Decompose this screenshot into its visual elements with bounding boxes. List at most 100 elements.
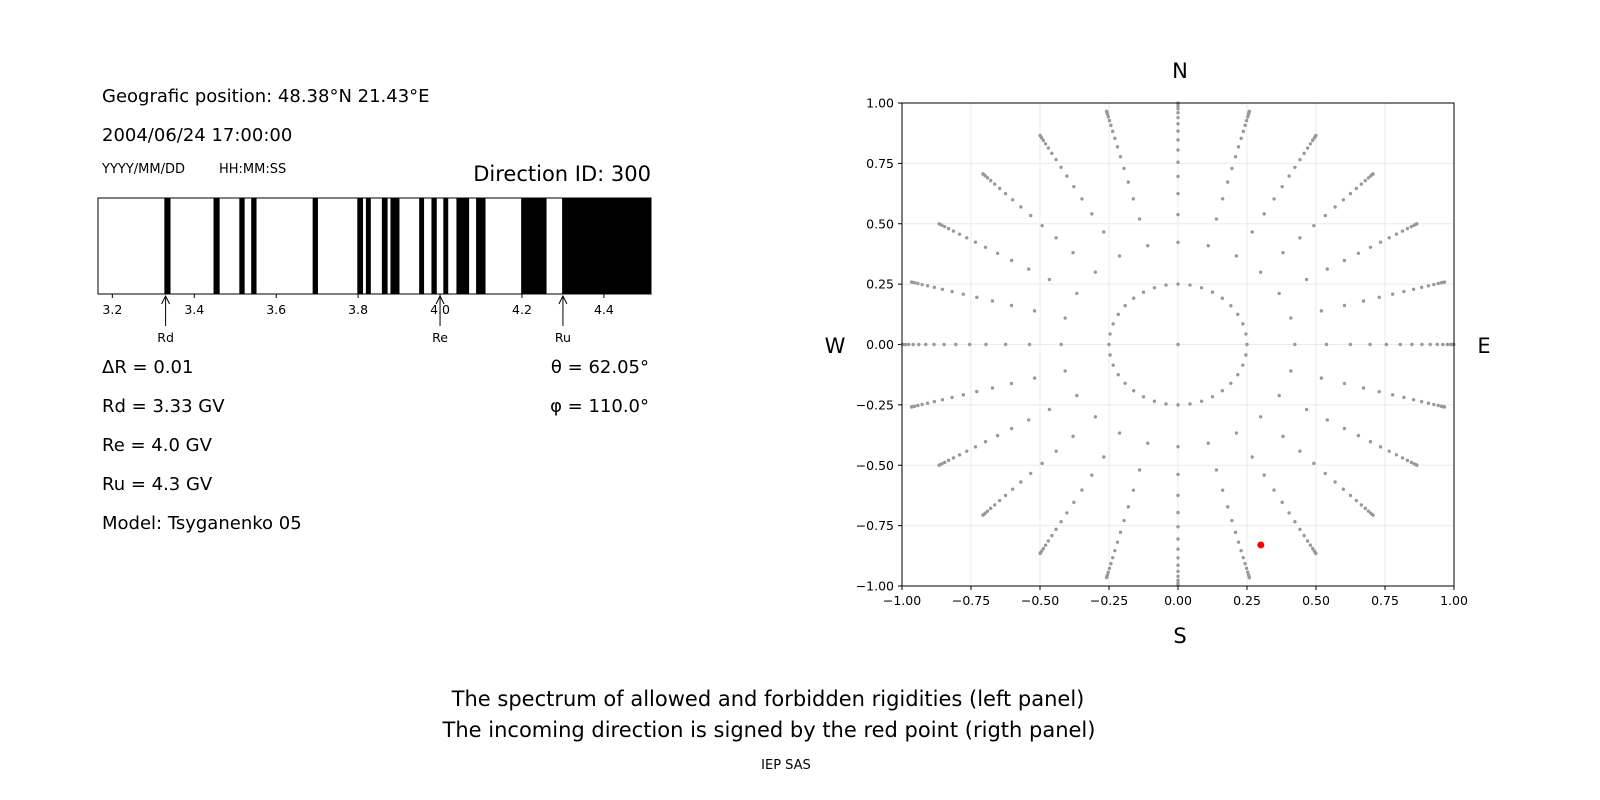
- direction-point: [975, 389, 979, 394]
- direction-point: [1324, 342, 1329, 347]
- direction-point: [1027, 418, 1031, 422]
- direction-point: [1354, 498, 1359, 503]
- direction-point: [1028, 471, 1033, 476]
- direction-point: [1176, 111, 1180, 115]
- forbidden-band: [251, 198, 257, 294]
- direction-point: [1063, 316, 1067, 320]
- direction-point: [1368, 440, 1373, 444]
- direction-point: [1308, 543, 1313, 547]
- direction-point: [1341, 198, 1346, 202]
- direction-point: [1280, 184, 1284, 189]
- direction-point: [1305, 146, 1310, 150]
- direction-point: [1312, 461, 1316, 466]
- direction-point: [1115, 540, 1120, 544]
- direction-point: [1236, 540, 1241, 544]
- x-tick-label: −0.75: [952, 593, 990, 608]
- x-tick-label: 0.75: [1371, 593, 1399, 608]
- direction-point: [965, 449, 969, 453]
- direction-point: [920, 402, 924, 407]
- direction-point: [1371, 513, 1375, 517]
- direction-point: [1176, 160, 1180, 164]
- direction-point: [1028, 213, 1033, 218]
- direction-point: [1342, 381, 1347, 386]
- direction-point: [1054, 449, 1058, 453]
- direction-point: [951, 229, 956, 233]
- direction-point: [1366, 176, 1371, 180]
- direction-point: [1244, 566, 1249, 571]
- direction-point: [1258, 270, 1263, 274]
- direction-point: [1319, 376, 1324, 380]
- phi-value: φ = 110.0°: [550, 396, 649, 417]
- direction-point: [937, 222, 941, 226]
- direction-point: [1405, 226, 1410, 231]
- direction-point: [1244, 332, 1248, 336]
- direction-point: [1310, 546, 1315, 551]
- direction-point: [1176, 556, 1180, 560]
- direction-point: [1054, 236, 1058, 240]
- direction-point: [1003, 493, 1008, 498]
- direction-point: [1319, 309, 1324, 313]
- direction-point: [1436, 281, 1440, 286]
- direction-point: [1236, 372, 1240, 377]
- direction-point: [1065, 511, 1069, 515]
- re-value: Re = 4.0 GV: [102, 435, 213, 456]
- direction-point: [1233, 530, 1238, 535]
- direction-point: [1432, 402, 1436, 407]
- direction-point: [1176, 129, 1180, 133]
- direction-point: [950, 395, 954, 400]
- forbidden-band: [239, 198, 245, 294]
- direction-point: [1176, 148, 1180, 152]
- forbidden-band: [419, 198, 425, 294]
- rd-value: Rd = 3.33 GV: [102, 396, 225, 417]
- direction-point: [1293, 342, 1297, 347]
- direction-point: [1072, 500, 1076, 505]
- direction-point: [1106, 570, 1110, 574]
- direction-point: [916, 281, 920, 286]
- direction-point: [1111, 322, 1115, 326]
- direction-point: [1109, 123, 1113, 128]
- direction-point: [1363, 506, 1367, 511]
- forbidden-band: [164, 198, 171, 294]
- direction-point: [1176, 563, 1180, 567]
- direction-point: [1111, 555, 1115, 560]
- direction-point: [1137, 217, 1142, 221]
- direction-point: [946, 458, 951, 463]
- direction-point: [1241, 555, 1245, 560]
- y-tick-label: 0.25: [866, 277, 894, 292]
- direction-point: [1415, 463, 1419, 467]
- direction-point: [1176, 547, 1180, 551]
- direction-point: [1298, 527, 1302, 532]
- plot-frame: [901, 102, 1455, 587]
- compass-north: N: [1172, 59, 1188, 83]
- direction-point: [1356, 433, 1361, 438]
- forbidden-band: [562, 198, 651, 294]
- direction-point: [946, 226, 951, 231]
- direction-point: [1075, 291, 1079, 296]
- direction-point: [1387, 236, 1391, 240]
- direction-point: [1229, 381, 1233, 386]
- direction-point: [1234, 254, 1239, 258]
- direction-point: [1019, 480, 1023, 484]
- direction-point: [954, 342, 958, 347]
- direction-point: [1394, 453, 1399, 457]
- direction-point: [1050, 533, 1054, 538]
- direction-point: [1348, 493, 1353, 498]
- direction-point: [932, 285, 937, 290]
- direction-point: [940, 398, 945, 402]
- direction-point: [1164, 402, 1168, 406]
- y-tick-label: 0.50: [866, 216, 894, 231]
- direction-point: [1152, 286, 1157, 290]
- direction-point: [1220, 488, 1225, 492]
- direction-point: [1442, 405, 1447, 409]
- x-tick-label: 3.2: [102, 302, 122, 317]
- direction-point: [1245, 342, 1249, 347]
- direction-point: [1131, 197, 1136, 201]
- direction-point: [985, 509, 990, 513]
- direction-point: [1289, 316, 1293, 320]
- direction-point: [1415, 222, 1419, 226]
- caption-line-1: The spectrum of allowed and forbidden ri…: [451, 687, 1085, 711]
- marker-label: Ru: [555, 330, 571, 345]
- direction-point: [1226, 180, 1230, 184]
- direction-point: [950, 289, 954, 294]
- direction-point: [1146, 441, 1150, 445]
